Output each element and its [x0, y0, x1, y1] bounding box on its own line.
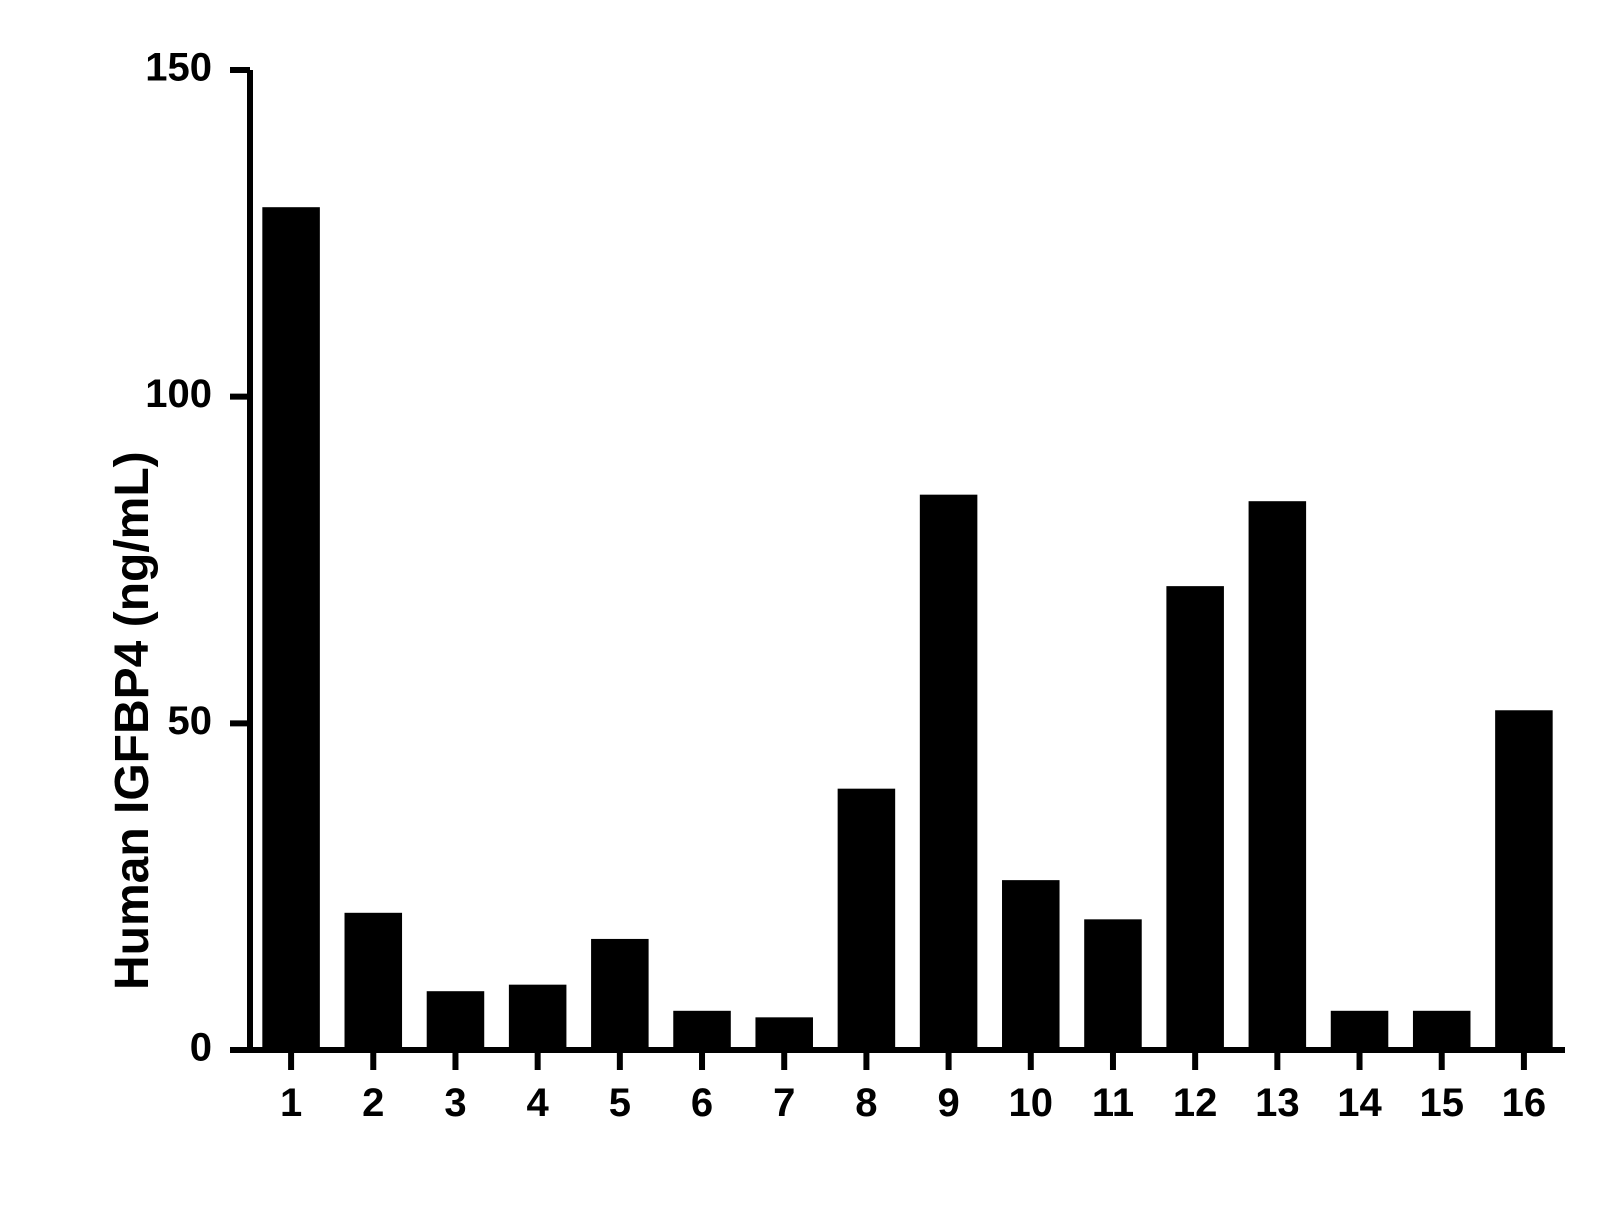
x-tick-label: 9 — [937, 1081, 959, 1125]
x-tick-label: 13 — [1255, 1081, 1300, 1125]
x-tick-label: 4 — [527, 1081, 550, 1125]
bar — [838, 789, 896, 1050]
bar — [1002, 880, 1060, 1050]
x-tick-label: 7 — [773, 1081, 795, 1125]
bar — [920, 495, 978, 1050]
y-axis-label: Human IGFBP4 (ng/mL) — [105, 451, 160, 990]
bar-chart: 05010015012345678910111213141516 — [0, 0, 1615, 1208]
x-tick-label: 5 — [609, 1081, 631, 1125]
x-tick-label: 1 — [280, 1081, 302, 1125]
bar — [1495, 710, 1553, 1050]
y-tick-label: 150 — [145, 46, 212, 90]
bar — [509, 985, 567, 1050]
y-tick-label: 100 — [145, 372, 212, 416]
bar — [262, 207, 320, 1050]
x-tick-label: 3 — [444, 1081, 466, 1125]
x-tick-label: 10 — [1009, 1081, 1054, 1125]
chart-container: 05010015012345678910111213141516 Human I… — [0, 0, 1615, 1208]
x-tick-label: 12 — [1173, 1081, 1218, 1125]
y-tick-label: 50 — [168, 699, 213, 743]
bar — [673, 1011, 731, 1050]
x-tick-label: 11 — [1092, 1081, 1134, 1125]
bar — [1331, 1011, 1389, 1050]
x-tick-label: 14 — [1337, 1081, 1382, 1125]
bar — [1166, 586, 1224, 1050]
bar — [1249, 501, 1307, 1050]
x-tick-label: 15 — [1419, 1081, 1464, 1125]
x-tick-label: 2 — [362, 1081, 384, 1125]
x-tick-label: 16 — [1502, 1081, 1547, 1125]
y-tick-label: 0 — [190, 1026, 212, 1070]
x-tick-label: 6 — [691, 1081, 713, 1125]
bar — [591, 939, 649, 1050]
x-tick-label: 8 — [855, 1081, 877, 1125]
bar — [1413, 1011, 1471, 1050]
bar — [1084, 919, 1142, 1050]
bar — [755, 1017, 813, 1050]
bar — [345, 913, 403, 1050]
bar — [427, 991, 485, 1050]
